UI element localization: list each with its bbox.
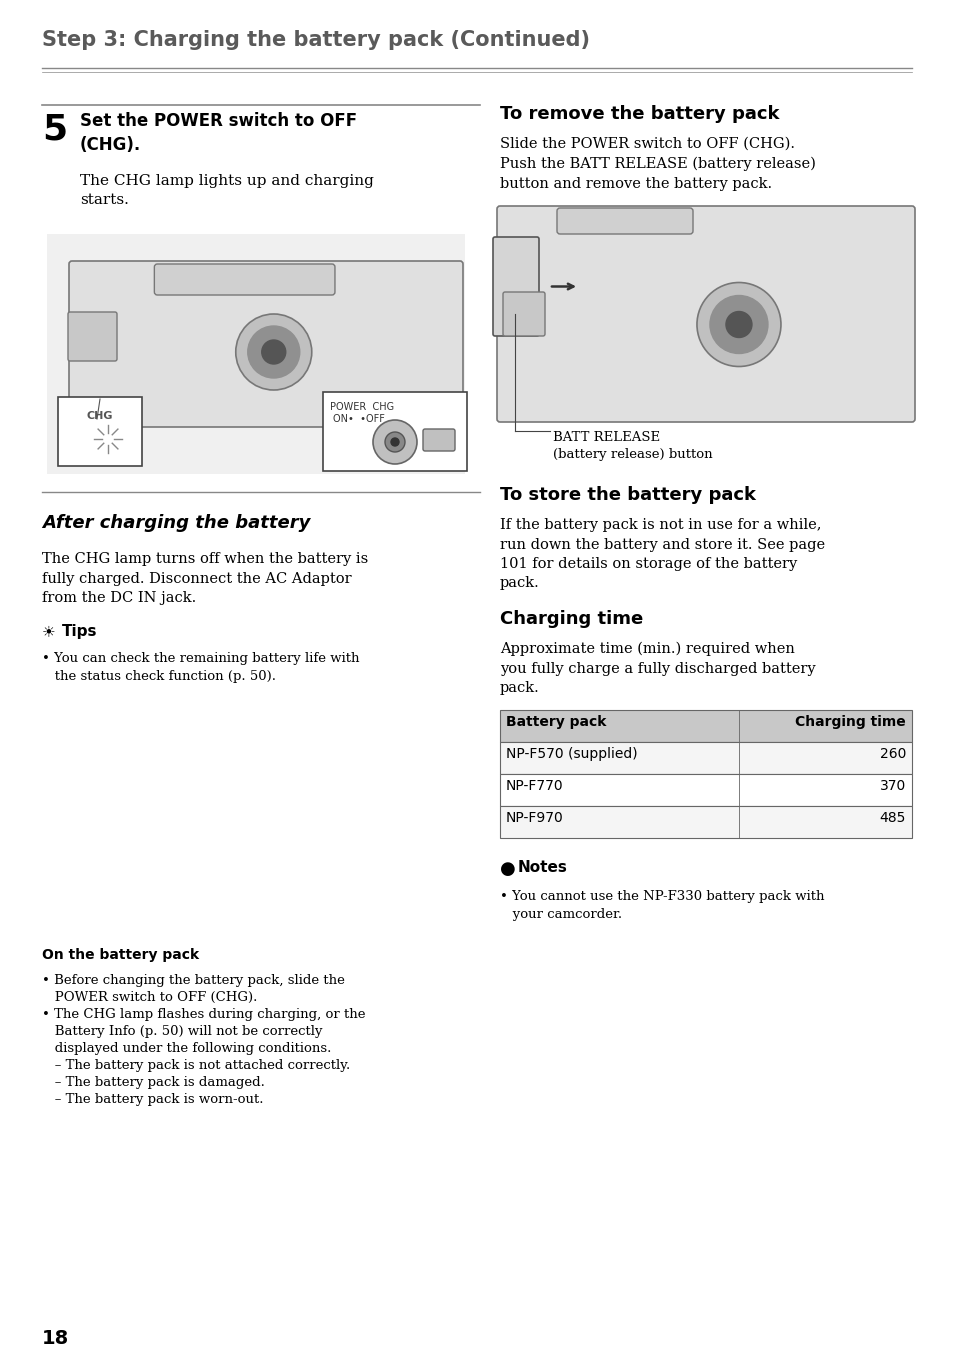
Text: 260: 260 (879, 746, 905, 761)
Bar (499, 773, 911, 806)
Circle shape (248, 326, 299, 379)
Circle shape (235, 313, 312, 389)
Text: The CHG lamp lights up and charging
starts.: The CHG lamp lights up and charging star… (80, 174, 374, 208)
Text: ●: ● (499, 860, 516, 878)
Bar (499, 742, 911, 773)
Circle shape (373, 421, 416, 464)
Circle shape (385, 432, 405, 452)
Text: – The battery pack is not attached correctly.: – The battery pack is not attached corre… (42, 1058, 350, 1072)
Text: • The CHG lamp flashes during charging, or the: • The CHG lamp flashes during charging, … (42, 1008, 365, 1020)
Text: POWER switch to OFF (CHG).: POWER switch to OFF (CHG). (42, 991, 257, 1004)
Text: The CHG lamp turns off when the battery is
fully charged. Disconnect the AC Adap: The CHG lamp turns off when the battery … (42, 552, 368, 605)
Text: • You cannot use the NP-F330 battery pack with
   your camcorder.: • You cannot use the NP-F330 battery pac… (499, 890, 823, 921)
FancyBboxPatch shape (502, 292, 544, 337)
Text: Step 3: Charging the battery pack (Continued): Step 3: Charging the battery pack (Conti… (42, 30, 589, 50)
FancyBboxPatch shape (497, 206, 914, 422)
Text: 370: 370 (879, 779, 905, 792)
Circle shape (261, 341, 286, 364)
Text: • Before changing the battery pack, slide the: • Before changing the battery pack, slid… (42, 974, 345, 987)
Text: After charging the battery: After charging the battery (42, 514, 310, 532)
FancyBboxPatch shape (69, 261, 462, 427)
FancyBboxPatch shape (323, 392, 467, 471)
Text: Approximate time (min.) required when
you fully charge a fully discharged batter: Approximate time (min.) required when yo… (499, 642, 815, 695)
Circle shape (697, 282, 781, 366)
Text: ON•  •OFF: ON• •OFF (333, 414, 384, 423)
Text: Set the POWER switch to OFF
(CHG).: Set the POWER switch to OFF (CHG). (80, 113, 356, 153)
Text: Battery Info (p. 50) will not be correctly: Battery Info (p. 50) will not be correct… (42, 1025, 322, 1038)
Text: If the battery pack is not in use for a while,
run down the battery and store it: If the battery pack is not in use for a … (499, 518, 824, 590)
Bar (499, 710, 911, 742)
Text: 485: 485 (879, 811, 905, 825)
Text: Charging time: Charging time (499, 611, 642, 628)
Text: 5: 5 (42, 113, 67, 147)
FancyBboxPatch shape (68, 312, 117, 361)
Text: BATT RELEASE
(battery release) button: BATT RELEASE (battery release) button (553, 432, 712, 461)
FancyBboxPatch shape (58, 398, 142, 465)
FancyBboxPatch shape (557, 208, 692, 233)
Circle shape (391, 438, 398, 446)
Text: – The battery pack is damaged.: – The battery pack is damaged. (42, 1076, 265, 1090)
Circle shape (725, 312, 751, 338)
Text: 18: 18 (42, 1329, 70, 1348)
Text: Tips: Tips (62, 624, 97, 639)
Text: displayed under the following conditions.: displayed under the following conditions… (42, 1042, 331, 1054)
Text: ☀: ☀ (42, 624, 55, 639)
Text: Charging time: Charging time (795, 715, 905, 729)
Bar (499, 806, 911, 839)
FancyBboxPatch shape (154, 265, 335, 294)
Text: POWER  CHG: POWER CHG (330, 402, 394, 413)
Text: NP-F970: NP-F970 (505, 811, 563, 825)
Text: To store the battery pack: To store the battery pack (499, 486, 755, 503)
Text: Notes: Notes (517, 860, 567, 875)
FancyBboxPatch shape (47, 233, 464, 474)
Text: – The battery pack is worn-out.: – The battery pack is worn-out. (42, 1092, 263, 1106)
FancyBboxPatch shape (493, 237, 538, 337)
Text: CHG: CHG (87, 411, 113, 421)
Circle shape (709, 296, 767, 354)
FancyBboxPatch shape (422, 429, 455, 451)
Text: Slide the POWER switch to OFF (CHG).
Push the BATT RELEASE (battery release)
but: Slide the POWER switch to OFF (CHG). Pus… (499, 137, 815, 190)
Text: On the battery pack: On the battery pack (42, 949, 199, 962)
Text: • You can check the remaining battery life with
   the status check function (p.: • You can check the remaining battery li… (42, 651, 359, 683)
Text: NP-F570 (supplied): NP-F570 (supplied) (505, 746, 637, 761)
Text: NP-F770: NP-F770 (505, 779, 563, 792)
Text: Battery pack: Battery pack (505, 715, 606, 729)
Text: To remove the battery pack: To remove the battery pack (499, 104, 779, 123)
